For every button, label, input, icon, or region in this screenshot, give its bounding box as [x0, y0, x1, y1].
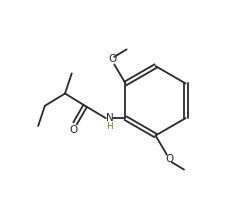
Text: O: O [108, 55, 116, 65]
Text: N: N [106, 113, 113, 123]
Text: H: H [106, 121, 113, 130]
Text: O: O [69, 125, 77, 135]
Text: O: O [164, 154, 173, 164]
